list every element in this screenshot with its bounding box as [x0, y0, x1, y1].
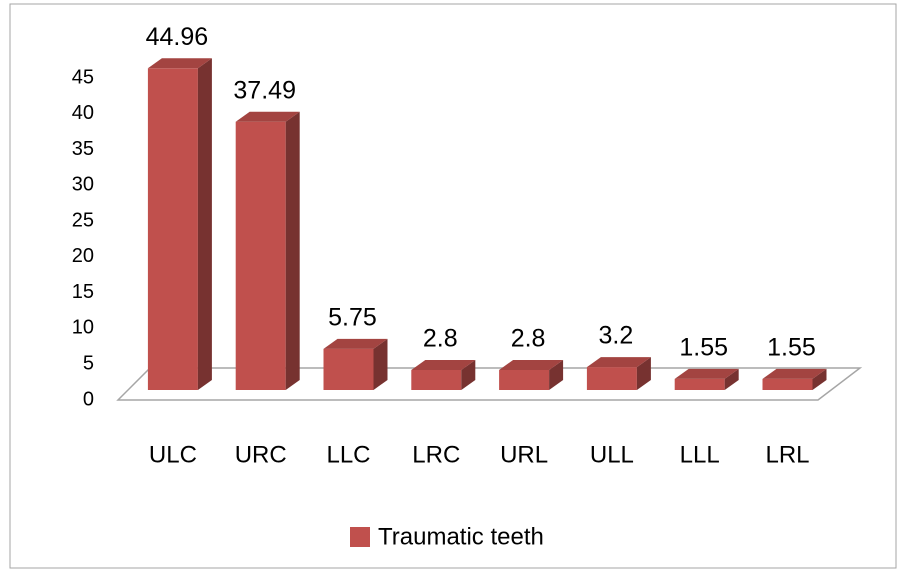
bar-side [461, 359, 476, 390]
x-tick-label: LRC [412, 441, 460, 468]
bar-top [235, 111, 300, 122]
bar-front [762, 378, 813, 390]
x-tick-label: URL [500, 441, 548, 468]
y-tick-label: 45 [72, 66, 94, 88]
bar-side [197, 58, 212, 390]
chart-border [9, 3, 897, 569]
bar-side [636, 357, 651, 390]
x-tick-label: URC [235, 441, 287, 468]
bar-front [147, 68, 198, 390]
bar-top [499, 359, 564, 370]
x-tick-label: ULC [149, 441, 197, 468]
bar-top [586, 357, 651, 368]
x-tick-label: LRL [765, 441, 809, 468]
value-label: 3.2 [599, 322, 634, 350]
bar-side [373, 338, 388, 390]
bar-front [323, 348, 374, 390]
legend-swatch [350, 527, 370, 547]
value-label: 1.55 [767, 334, 816, 362]
value-label: 1.55 [679, 334, 728, 362]
bar-front [499, 369, 550, 390]
x-tick-label: LLL [680, 441, 720, 468]
bar-top [411, 359, 476, 370]
bar-front [235, 121, 286, 390]
bar-top [147, 58, 212, 69]
y-tick-label: 5 [83, 353, 94, 375]
value-label: 2.8 [511, 325, 546, 353]
y-tick-label: 20 [72, 245, 94, 267]
bar-front [674, 378, 725, 390]
y-tick-label: 25 [72, 209, 94, 231]
value-label: 44.96 [146, 23, 209, 51]
x-tick-label: ULL [590, 441, 634, 468]
value-label: 2.8 [423, 325, 458, 353]
floor [116, 367, 863, 401]
bar-side [549, 359, 564, 390]
bar-side [285, 111, 300, 390]
bar-side [724, 368, 739, 390]
y-tick-label: 10 [72, 317, 94, 339]
bar-front [586, 367, 637, 390]
y-tick-label: 30 [72, 174, 94, 196]
bar-top [323, 338, 388, 349]
value-label: 5.75 [328, 303, 377, 331]
y-tick-label: 0 [83, 388, 94, 410]
bar-side [812, 368, 827, 390]
y-tick-label: 15 [72, 281, 94, 303]
bar-top [674, 368, 739, 379]
legend-label: Traumatic teeth [378, 523, 544, 550]
bar-top [762, 368, 827, 379]
y-tick-label: 35 [72, 138, 94, 160]
x-tick-label: LLC [326, 441, 370, 468]
bar-front [411, 369, 462, 390]
y-tick-label: 40 [72, 102, 94, 124]
value-label: 37.49 [233, 76, 296, 104]
